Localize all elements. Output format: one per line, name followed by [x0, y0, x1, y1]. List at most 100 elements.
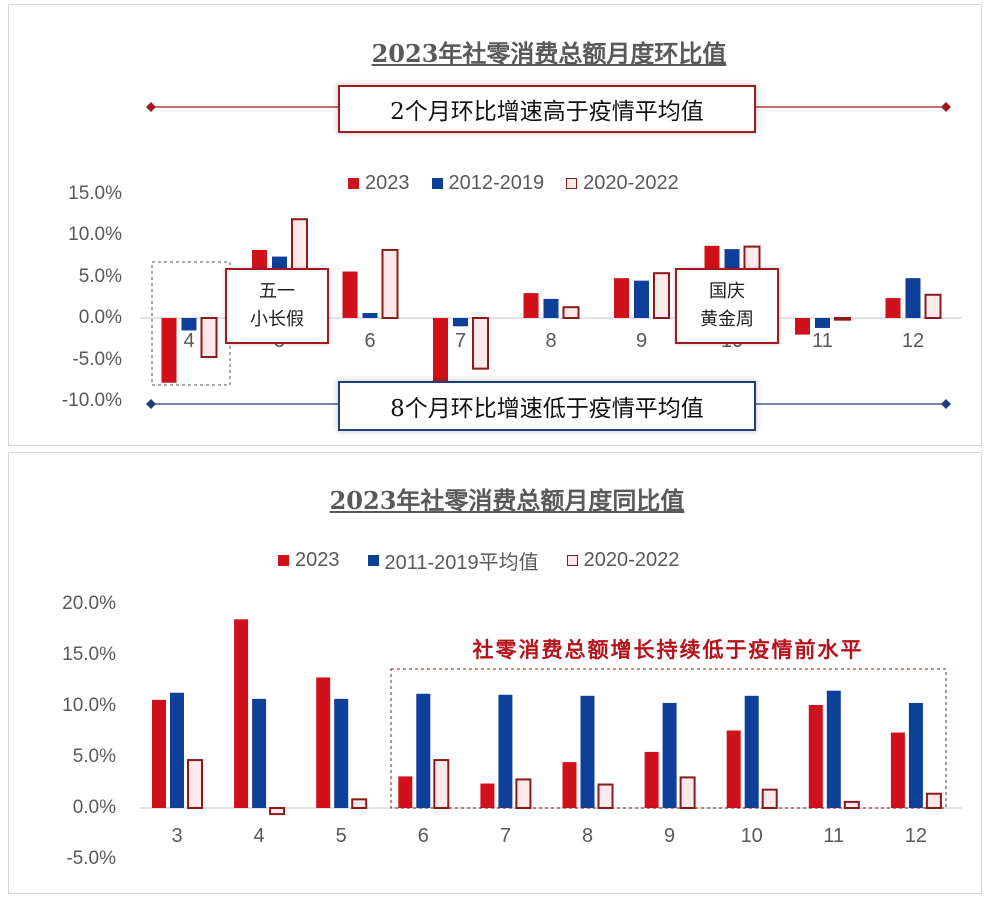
legend-item-2020-2022: 2020-2022 — [566, 549, 680, 572]
bar-2020-2022-month-6 — [381, 248, 399, 319]
bar-2023-month-7 — [433, 318, 448, 382]
yoy-chart-panel — [8, 452, 982, 894]
bar-2020-2022-month-4 — [269, 807, 286, 816]
bar-2023-month-8 — [562, 762, 577, 808]
legend-label: 2020-2022 — [583, 172, 679, 194]
bar-baseline-avg-month-10 — [744, 695, 759, 808]
y-tick-label: 0.0% — [78, 307, 122, 328]
legend-label: 2012-2019 — [448, 172, 545, 194]
bar-2020-2022-month-12 — [924, 293, 942, 320]
bar-2020-2022-month-4 — [200, 317, 218, 359]
legend-swatch-blue — [367, 555, 379, 566]
legend-label: 2023 — [295, 549, 340, 571]
y-tick-label: 20.0% — [62, 593, 116, 614]
y-tick-label: 5.0% — [78, 265, 122, 287]
x-tick-label: 7 — [454, 330, 467, 352]
legend-item-2023: 2023 — [278, 549, 340, 572]
y-tick-label: 10.0% — [62, 695, 116, 716]
x-tick-label: 5 — [335, 825, 347, 847]
x-tick-label: 9 — [635, 330, 648, 352]
bar-2020-2022-month-8 — [597, 783, 614, 809]
yoy-legend: 2023 2011-2019平均值 2020-2022 — [278, 546, 679, 575]
legend-item-2011-2019: 2011-2019平均值 — [367, 546, 539, 575]
y-tick-label: 15.0% — [62, 644, 116, 665]
bar-2020-2022-month-6 — [433, 759, 450, 809]
legend-label: 2011-2019平均值 — [384, 552, 539, 574]
bar-baseline-avg-month-6 — [416, 693, 431, 808]
bar-2023-month-5 — [316, 677, 331, 808]
x-tick-label: 8 — [581, 825, 594, 847]
bar-2020-2022-month-12 — [925, 792, 942, 809]
bar-baseline-avg-month-11 — [826, 690, 841, 808]
legend-item-2020-2022: 2020-2022 — [566, 172, 679, 195]
y-tick-label: 0.0% — [72, 797, 116, 818]
bar-baseline-avg-month-9 — [634, 280, 649, 318]
y-tick-label: 10.0% — [68, 224, 122, 245]
bar-2020-2022-month-11 — [834, 317, 851, 321]
x-tick-label: 6 — [417, 825, 429, 847]
x-tick-label: 10 — [740, 825, 763, 847]
bar-2020-2022-month-8 — [562, 306, 580, 319]
bar-baseline-avg-month-7 — [453, 318, 468, 327]
x-tick-label: 11 — [823, 825, 845, 847]
bar-baseline-avg-month-4 — [181, 318, 197, 331]
x-tick-label: 8 — [545, 330, 557, 352]
diamond-marker — [146, 102, 156, 112]
bar-baseline-avg-month-12 — [908, 702, 923, 808]
y-tick-label: -10.0% — [61, 390, 122, 411]
bar-baseline-avg-month-3 — [170, 692, 184, 808]
bar-baseline-avg-month-7 — [498, 694, 513, 808]
bar-2023-month-10 — [726, 730, 741, 808]
bar-2023-month-6 — [342, 271, 358, 318]
bar-2023-month-12 — [885, 298, 901, 318]
may-day-tag: 五一 小长假 — [225, 268, 329, 344]
bar-2020-2022-month-9 — [653, 272, 670, 319]
bar-2023-month-12 — [890, 732, 905, 808]
x-tick-label: 4 — [253, 825, 265, 847]
diamond-marker — [146, 399, 156, 409]
bar-baseline-avg-month-8 — [580, 695, 595, 808]
bar-2020-2022-month-3 — [187, 759, 203, 809]
bar-baseline-avg-month-8 — [543, 298, 559, 318]
y-tick-label: 15.0% — [68, 182, 122, 204]
bottom-callout: 8个月环比增速低于疫情平均值 — [338, 381, 756, 431]
bar-2020-2022-month-7 — [515, 778, 532, 810]
bar-baseline-avg-month-11 — [815, 318, 830, 328]
bar-2020-2022-month-11 — [843, 800, 860, 810]
diamond-marker — [941, 102, 951, 112]
y-tick-label: -5.0% — [72, 348, 122, 370]
x-tick-label: 12 — [901, 330, 925, 352]
bar-baseline-avg-month-4 — [252, 698, 267, 808]
x-tick-label: 12 — [904, 825, 928, 847]
legend-swatch-blue — [431, 178, 443, 189]
legend-item-2012-2019: 2012-2019 — [431, 172, 545, 195]
diamond-marker — [941, 399, 951, 409]
legend-swatch-red — [278, 555, 289, 566]
bar-2023-month-9 — [614, 278, 629, 318]
y-tick-label: 5.0% — [72, 746, 116, 767]
legend-item-2023: 2023 — [348, 172, 410, 195]
x-tick-label: 6 — [364, 330, 376, 352]
bar-baseline-avg-month-9 — [662, 702, 677, 808]
x-tick-label: 4 — [183, 330, 195, 352]
tag-line: 黄金周 — [700, 309, 754, 330]
legend-swatch-red — [348, 178, 359, 189]
below-prepandemic-highlight-box — [390, 668, 947, 809]
top-callout: 2个月环比增速高于疫情平均值 — [338, 85, 756, 133]
tag-line: 五一 — [259, 281, 295, 302]
legend-label: 2023 — [365, 172, 410, 194]
highlight-annotation: 社零消费总额增长持续低于疫情前水平 — [472, 637, 864, 662]
bar-baseline-avg-month-6 — [362, 313, 378, 318]
bar-baseline-avg-month-12 — [905, 278, 921, 318]
legend-label: 2020-2022 — [583, 549, 680, 571]
legend-swatch-pink — [566, 555, 578, 566]
yoy-chart-title: 2023年社零消费总额月度同比值 — [329, 486, 685, 515]
tag-line: 小长假 — [250, 309, 304, 330]
bar-baseline-avg-month-5 — [334, 698, 349, 808]
tag-line: 国庆 — [709, 281, 745, 302]
mom-chart-title: 2023年社零消费总额月度环比值 — [371, 39, 727, 68]
bar-2023-month-11 — [795, 318, 810, 335]
bar-2020-2022-month-10 — [761, 788, 778, 810]
x-tick-label: 3 — [171, 825, 183, 847]
